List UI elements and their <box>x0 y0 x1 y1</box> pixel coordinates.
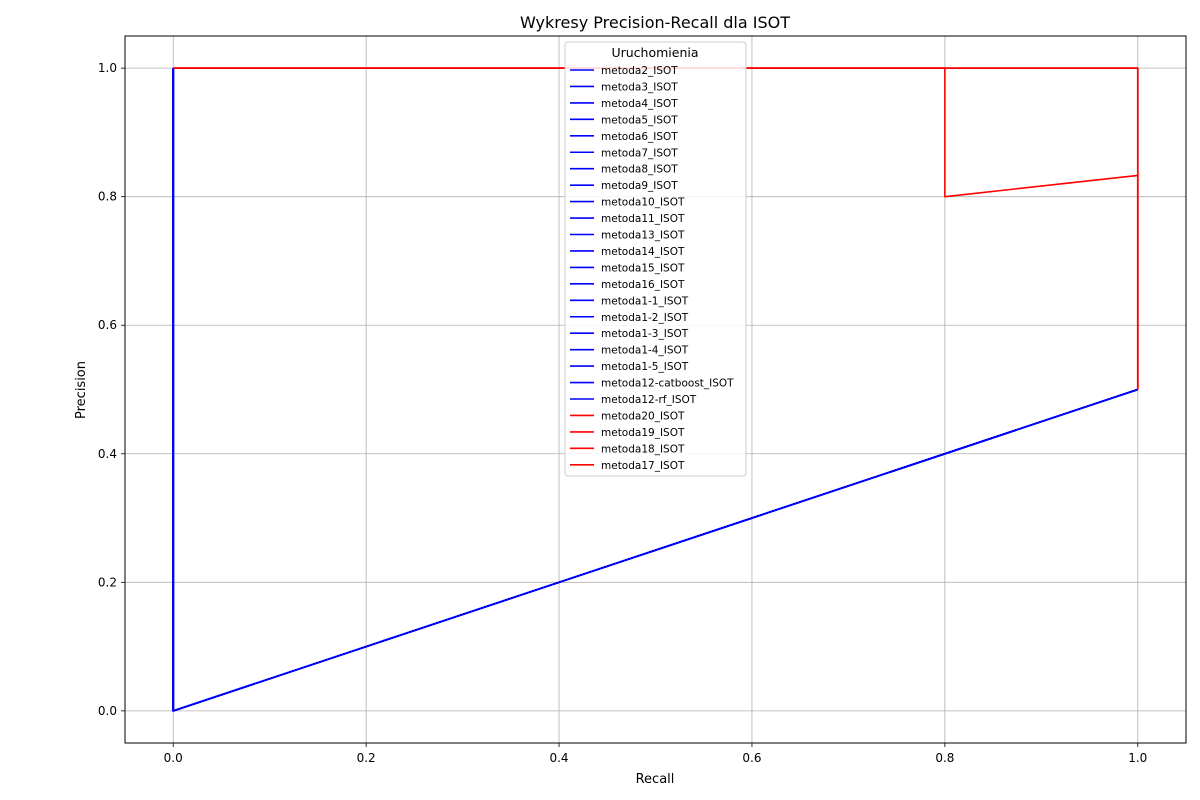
x-tick-label: 0.6 <box>742 751 761 765</box>
y-tick-label: 1.0 <box>98 61 117 75</box>
legend-label: metoda10_ISOT <box>601 197 685 209</box>
x-tick-label: 1.0 <box>1128 751 1147 765</box>
legend-label: metoda14_ISOT <box>601 246 685 258</box>
legend-label: metoda3_ISOT <box>601 81 678 93</box>
legend: Uruchomienia metoda2_ISOTmetoda3_ISOTmet… <box>564 41 747 477</box>
x-tick-label: 0.2 <box>357 751 376 765</box>
legend-label: metoda4_ISOT <box>601 98 678 110</box>
legend-label: metoda17_ISOT <box>601 460 685 472</box>
y-tick-label: 0.8 <box>98 190 117 204</box>
legend-label: metoda7_ISOT <box>601 147 678 159</box>
legend-label: metoda20_ISOT <box>601 410 685 422</box>
x-tick-label: 0.4 <box>549 751 568 765</box>
axes-frame <box>124 35 1187 744</box>
legend-label: metoda12-catboost_ISOT <box>601 378 734 390</box>
x-tick-label: 0.0 <box>164 751 183 765</box>
x-tick-label: 0.8 <box>935 751 954 765</box>
legend-label: metoda16_ISOT <box>601 279 685 291</box>
legend-label: metoda5_ISOT <box>601 114 678 126</box>
legend-box <box>564 41 747 477</box>
y-tick-label: 0.2 <box>98 575 117 589</box>
plot-lines <box>172 67 1139 712</box>
y-axis-label: Precision <box>74 361 89 419</box>
series-line-metoda17_ISOT <box>173 67 1139 390</box>
legend-label: metoda9_ISOT <box>601 180 678 192</box>
legend-label: metoda1-3_ISOT <box>601 328 689 340</box>
y-tick-label: 0.0 <box>98 704 117 718</box>
legend-label: metoda6_ISOT <box>601 131 678 143</box>
chart-title: Wykresy Precision-Recall dla ISOT <box>520 13 790 32</box>
x-axis-label: Recall <box>636 772 675 787</box>
legend-label: metoda1-1_ISOT <box>601 295 689 307</box>
legend-label: metoda2_ISOT <box>601 65 678 77</box>
legend-title: Uruchomienia <box>611 45 698 60</box>
legend-entries: metoda2_ISOT metoda3_ISOT metoda4_ISOTmeto… <box>570 65 734 472</box>
y-tick-label: 0.4 <box>98 447 117 461</box>
legend-label: metoda1-5_ISOT <box>601 361 689 373</box>
legend-label: metoda19_ISOT <box>601 427 685 439</box>
legend-label: metoda15_ISOT <box>601 262 685 274</box>
y-tick-label: 0.6 <box>98 318 117 332</box>
legend-label: metoda1-4_ISOT <box>601 345 689 357</box>
legend-label: metoda12-rf_ISOT <box>601 394 697 406</box>
legend-label: metoda13_ISOT <box>601 230 685 242</box>
legend-label: metoda1-2_ISOT <box>601 312 689 324</box>
legend-label: metoda11_ISOT <box>601 213 685 225</box>
ticks: 0.0 0.2 0.4 0.6 0.8 1.0 0.0 0.2 0.4 0.6 0.8 1.0 <box>98 61 1147 765</box>
legend-label: metoda8_ISOT <box>601 164 678 176</box>
series-line-metoda12-rf_ISOT <box>172 68 1139 712</box>
legend-label: metoda18_ISOT <box>601 443 685 455</box>
